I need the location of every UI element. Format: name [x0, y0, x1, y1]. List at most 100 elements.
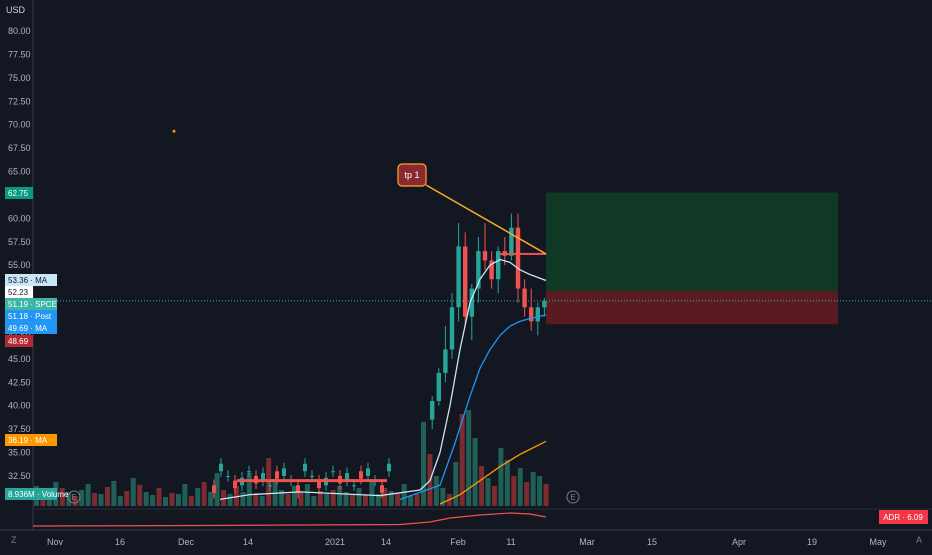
volume-bar: [337, 486, 343, 506]
time-tick: May: [869, 537, 887, 547]
volume-bar: [214, 473, 220, 506]
price-tick: 80.00: [8, 26, 31, 36]
volume-bar: [350, 494, 356, 506]
price-tick: 35.00: [8, 448, 31, 458]
z-corner[interactable]: Z: [11, 535, 17, 545]
volume-bar: [124, 491, 130, 506]
adr-line: [32, 512, 547, 527]
volume-bar: [395, 493, 401, 506]
candle-body: [522, 288, 527, 308]
candle-body: [219, 463, 223, 472]
volume-bar: [227, 494, 233, 506]
price-label-text: 49.69 · MA: [8, 324, 48, 333]
price-label-text: 36.19 · MA: [8, 436, 48, 445]
candle-body: [282, 468, 286, 476]
price-label-box: [5, 434, 57, 446]
candle-body: [366, 468, 370, 476]
volume-bar: [401, 484, 407, 506]
volume-bar: [272, 479, 278, 506]
volume-bar: [104, 487, 110, 506]
candle-body: [380, 485, 384, 493]
price-tick: 77.50: [8, 49, 31, 59]
volume-bar: [388, 491, 394, 506]
candle-body: [430, 400, 435, 420]
volume-bar: [433, 476, 439, 506]
volume-bar: [246, 473, 252, 506]
volume-bar: [143, 492, 149, 506]
price-label-text: 62.75: [8, 189, 29, 198]
price-tick: 75.00: [8, 73, 31, 83]
volume-bar: [279, 490, 285, 506]
volume-bar: [343, 492, 349, 506]
volume-bar: [537, 476, 543, 506]
price-label-box: [5, 187, 33, 199]
candle-body: [310, 475, 314, 477]
candle-body: [449, 307, 455, 350]
time-tick: Mar: [579, 537, 595, 547]
volume-bar: [517, 468, 523, 506]
candle-body: [529, 307, 534, 322]
time-tick: Feb: [450, 537, 466, 547]
volume-bar: [324, 494, 330, 506]
volume-bar: [117, 496, 123, 506]
volume-bar: [440, 488, 446, 506]
time-tick: 16: [115, 537, 125, 547]
price-label-text: 51.18 · Post: [8, 312, 52, 321]
candle-body: [515, 227, 521, 289]
currency-label: USD: [6, 5, 26, 15]
volume-bar: [543, 484, 549, 506]
volume-bar: [498, 448, 504, 506]
tp-level: [500, 252, 546, 255]
volume-bar: [479, 466, 485, 506]
candle-body: [331, 471, 335, 473]
price-label-text: 48.69: [8, 337, 29, 346]
callout-pointer: [425, 184, 547, 255]
price-tick: 37.50: [8, 424, 31, 434]
candle-body: [247, 471, 251, 473]
price-tick: 60.00: [8, 213, 31, 223]
price-tick: 72.50: [8, 96, 31, 106]
volume-bar: [111, 481, 117, 506]
volume-bar: [92, 493, 98, 506]
candle-body: [275, 471, 279, 479]
adr-label-text: ADR · 6.09: [883, 513, 923, 522]
volume-bar: [459, 414, 465, 506]
volume-bar: [466, 410, 472, 506]
adr-label-box: [879, 510, 928, 524]
volume-bar: [169, 493, 175, 506]
volume-bar: [163, 497, 168, 506]
price-tick: 40.00: [8, 401, 31, 411]
candle-body: [233, 480, 237, 489]
volume-bar: [485, 478, 491, 506]
price-tick: 67.50: [8, 143, 31, 153]
earnings-marker: [566, 490, 580, 504]
volume-bar: [188, 496, 194, 506]
price-tick: 65.00: [8, 167, 31, 177]
candle-body: [443, 349, 448, 373]
earnings-marker-text: E: [570, 493, 575, 502]
volume-bar: [208, 492, 214, 506]
price-tick: 57.50: [8, 237, 31, 247]
price-tick: 42.50: [8, 377, 31, 387]
candle-body: [463, 246, 468, 317]
volume-bar: [156, 488, 162, 506]
price-label-text: 8.936M · Volume: [8, 490, 69, 499]
price-label-text: 51.19 · SPCE: [8, 300, 57, 309]
volume-bar: [304, 484, 310, 506]
volume-bar: [524, 482, 530, 506]
volume-bar: [356, 488, 362, 506]
candle-body: [535, 307, 540, 322]
volume-bar: [79, 490, 85, 506]
candle-body: [317, 480, 321, 489]
price-label-box: [5, 488, 57, 500]
volume-bar: [150, 495, 156, 506]
volume-bar: [175, 494, 181, 506]
callout-text: tp 1: [404, 170, 419, 180]
a-corner[interactable]: A: [915, 535, 922, 545]
earnings-marker: [67, 490, 81, 504]
earnings-marker-text: E: [71, 493, 76, 502]
price-label-box: [5, 298, 57, 310]
volume-bar: [421, 422, 426, 506]
volume-bar: [233, 486, 239, 506]
